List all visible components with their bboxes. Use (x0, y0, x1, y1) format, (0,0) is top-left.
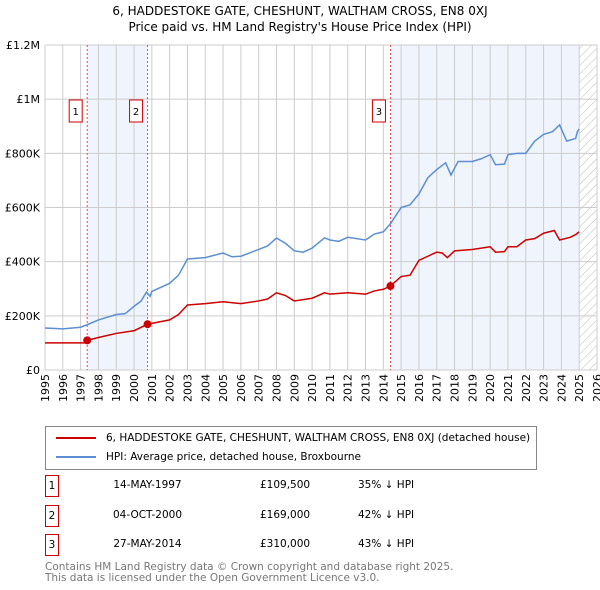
x-tick-label: 2024 (555, 374, 568, 402)
sale-marker-box (371, 99, 386, 123)
y-tick-label: £600K (5, 202, 41, 215)
legend-hpi: HPI: Average price, detached house, Brox… (106, 451, 361, 463)
hpi-diff: 35% ↓ HPI (358, 479, 415, 491)
sale-marker-label: 2 (133, 107, 139, 118)
y-tick-label: £1M (17, 93, 41, 106)
x-tick-label: 2005 (217, 374, 230, 402)
x-tick-label: 2002 (164, 374, 177, 402)
marker-badge: 3 (45, 534, 59, 556)
sale-marker-box (129, 99, 144, 123)
hpi-line (44, 123, 580, 330)
legend-property: 6, HADDESTOKE GATE, CHESHUNT, WALTHAM CR… (106, 432, 531, 444)
price: £169,000 (260, 509, 311, 521)
x-tick-label: 2001 (146, 374, 159, 402)
x-tick-label: 2023 (538, 374, 551, 402)
x-tick-label: 2026 (591, 374, 600, 402)
hpi-line-swatch (56, 456, 96, 458)
y-tick-label: £400K (5, 256, 41, 269)
x-tick-label: 1995 (39, 374, 52, 402)
x-tick-label: 2016 (413, 374, 426, 402)
sale-point (386, 282, 395, 291)
x-tick-label: 2010 (306, 374, 319, 402)
y-tick-label: £1.2M (6, 39, 40, 52)
transaction-row: 2 04-OCT-2000 £169,000 42% ↓ HPI (45, 505, 445, 527)
marker-badge: 1 (45, 475, 59, 497)
marker-badge: 2 (45, 505, 59, 527)
x-tick-label: 2007 (253, 374, 266, 402)
x-tick-label: 2025 (573, 374, 586, 402)
transaction-row: 3 27-MAY-2014 £310,000 43% ↓ HPI (45, 534, 445, 556)
x-tick-label: 2022 (520, 374, 533, 402)
y-tick-label: £0 (26, 364, 40, 377)
x-tick-label: 1996 (57, 374, 70, 402)
property-price-line (45, 229, 580, 344)
footer-line: Contains HM Land Registry data © Crown c… (45, 561, 454, 573)
x-tick-label: 2006 (235, 374, 248, 402)
hpi-diff: 42% ↓ HPI (358, 509, 415, 521)
transaction-row: 1 14-MAY-1997 £109,500 35% ↓ HPI (45, 475, 445, 497)
sale-point (143, 320, 152, 329)
x-tick-label: 2019 (466, 374, 479, 402)
date: 14-MAY-1997 (113, 479, 182, 491)
x-tick-label: 2000 (128, 374, 141, 402)
x-tick-label: 2013 (360, 374, 373, 402)
price-chart: 1995 1996 1997 1998 1999 2000 2001 2002 2003 2004… (5, 39, 600, 402)
x-tick-label: 2018 (449, 374, 462, 402)
x-tick-label: 2021 (502, 374, 515, 402)
x-tick-label: 2020 (484, 374, 497, 402)
x-tick-label: 2015 (395, 374, 408, 402)
price: £109,500 (260, 479, 311, 491)
x-tick-label: 1997 (75, 374, 88, 402)
date: 04-OCT-2000 (113, 509, 182, 521)
price: £310,000 (260, 538, 311, 550)
sale-marker-label: 1 (73, 107, 79, 118)
chart-title: 6, HADDESTOKE GATE, CHESHUNT, WALTHAM CR… (112, 4, 488, 18)
footer-line: This data is licensed under the Open Gov… (45, 572, 380, 584)
x-tick-label: 2014 (377, 374, 390, 402)
hpi-diff: 43% ↓ HPI (358, 538, 415, 550)
sale-marker-label: 3 (376, 107, 382, 118)
y-tick-label: £800K (5, 147, 41, 160)
footer: Contains HM Land Registry data © Crown c… (45, 562, 453, 584)
x-tick-label: 2004 (199, 374, 212, 402)
legend: 6, HADDESTOKE GATE, CHESHUNT, WALTHAM CR… (45, 426, 537, 470)
x-tick-label: 2009 (288, 374, 301, 402)
y-tick-label: £200K (5, 310, 41, 323)
x-tick-label: 2003 (181, 374, 194, 402)
x-tick-label: 2011 (324, 374, 337, 402)
x-tick-label: 1999 (110, 374, 123, 402)
sale-marker-box (68, 99, 83, 123)
x-tick-label: 2017 (431, 374, 444, 402)
x-tick-label: 2012 (342, 374, 355, 402)
property-line-swatch (56, 437, 96, 439)
chart-subtitle: Price paid vs. HM Land Registry's House … (128, 20, 472, 34)
date: 27-MAY-2014 (113, 538, 182, 550)
x-tick-label: 2008 (270, 374, 283, 402)
sale-point (83, 336, 92, 345)
x-tick-label: 1998 (92, 374, 105, 402)
